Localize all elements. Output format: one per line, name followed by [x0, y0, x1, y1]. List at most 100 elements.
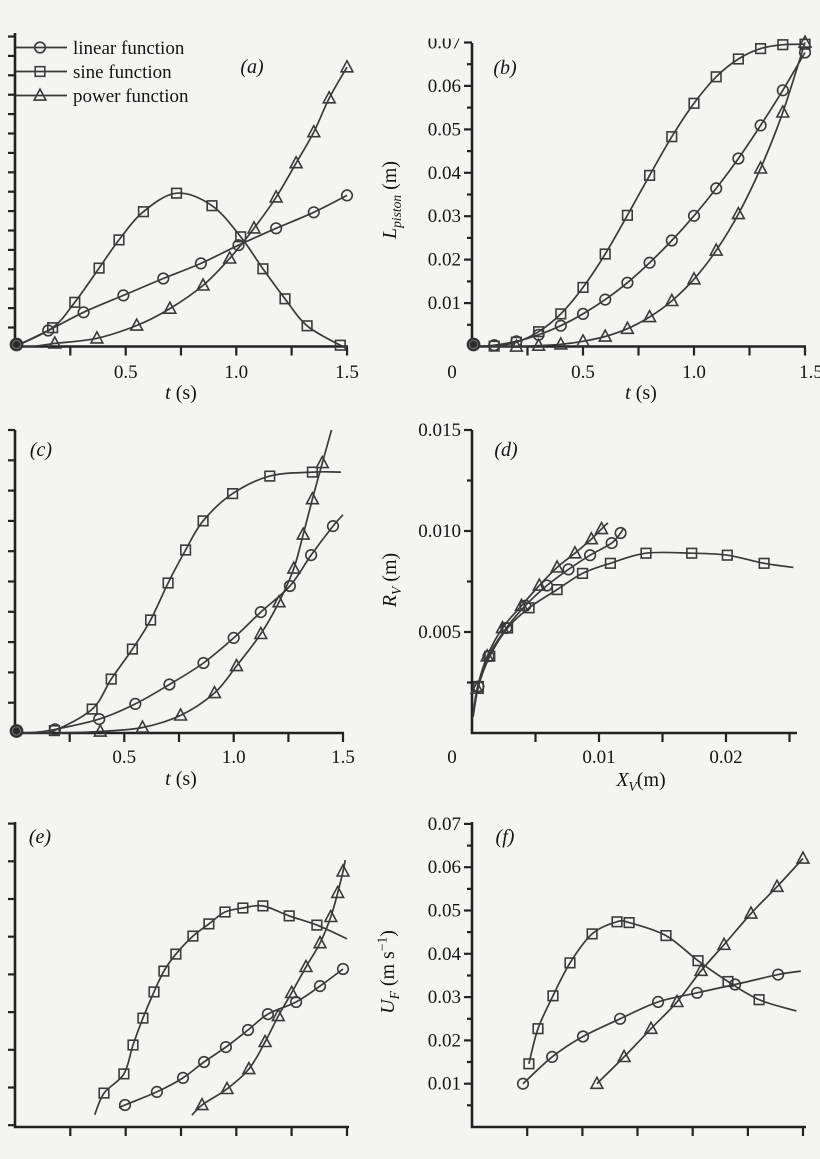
c-xtick-label: 0.5	[112, 747, 136, 768]
square-marker-icon	[306, 466, 319, 478]
triangle-marker-icon	[597, 328, 613, 342]
circle-marker-icon	[307, 206, 320, 219]
square-marker-icon	[640, 547, 652, 559]
circle-marker-icon	[117, 289, 130, 302]
square-marker-icon	[158, 965, 170, 977]
d-ytick-label: 0.010	[418, 521, 461, 542]
triangle-marker-icon	[495, 619, 510, 634]
c-power-markers	[93, 454, 330, 737]
panel-c: 0.5 1.0 1.5 (c)	[8, 428, 355, 768]
a-linear-curve	[14, 194, 348, 348]
square-marker-icon	[523, 1058, 535, 1070]
d-power-markers	[469, 520, 609, 694]
square-marker-icon	[643, 169, 656, 182]
triangle-marker-icon	[567, 545, 583, 559]
a-x-label: t (s)	[165, 382, 197, 404]
e-sine-curve	[93, 904, 348, 1116]
square-marker-icon	[145, 614, 157, 626]
triangle-marker-icon	[219, 1080, 235, 1095]
c-x-label: t (s)	[165, 768, 197, 790]
circle-marker-icon	[219, 1040, 232, 1054]
triangle-marker-icon	[797, 34, 813, 48]
triangle-marker-icon	[620, 320, 635, 335]
triangle-marker-icon	[531, 337, 546, 351]
b-ytick-label: 0.02	[428, 250, 461, 271]
c-power-curve	[58, 429, 333, 734]
b-xtick-label: 1.5	[799, 362, 820, 383]
triangle-marker-icon	[616, 1048, 632, 1063]
b-power-curve	[471, 42, 806, 348]
square-marker-icon	[113, 234, 125, 246]
triangle-marker-icon	[594, 520, 609, 535]
b-ytick-label: 0.06	[428, 76, 461, 97]
e-sine-markers	[98, 900, 323, 1099]
triangle-marker-icon	[479, 648, 495, 662]
circle-marker-icon	[562, 563, 575, 576]
square-marker-icon	[604, 557, 616, 569]
square-marker-icon	[98, 1087, 110, 1099]
square-marker-icon	[137, 206, 150, 218]
b-y-label: Lpiston (m)	[379, 161, 404, 240]
triangle-marker-icon	[708, 242, 724, 256]
circle-marker-icon	[599, 293, 612, 306]
circle-marker-icon	[163, 678, 176, 691]
square-marker-icon	[722, 975, 734, 988]
triangle-marker-icon	[271, 594, 287, 608]
legend-label: linear function	[73, 38, 185, 59]
b-sine-markers	[488, 38, 811, 352]
square-marker-icon	[206, 200, 218, 212]
triangle-marker-icon	[509, 338, 524, 352]
square-marker-icon	[257, 900, 269, 912]
circle-marker-icon	[336, 962, 350, 976]
b-xtick-label: 1.0	[682, 362, 706, 383]
d-xtick-label: 0.02	[709, 747, 742, 768]
circle-marker-icon	[545, 1050, 559, 1063]
circle-marker-icon	[340, 189, 354, 202]
circle-marker-icon	[710, 182, 723, 195]
b-sine-curve	[471, 43, 806, 348]
square-marker-icon	[126, 643, 138, 655]
square-marker-icon	[551, 583, 563, 596]
f-power-markers	[589, 850, 811, 1090]
square-marker-icon	[532, 1023, 544, 1035]
a-origin-cluster-ring	[11, 339, 22, 350]
square-marker-icon	[197, 515, 209, 527]
triangle-marker-icon	[173, 707, 188, 721]
triangle-marker-icon	[686, 271, 702, 285]
f-ytick-label: 0.02	[428, 1030, 461, 1051]
square-marker-icon	[532, 326, 545, 338]
b-panel-letter: (b)	[493, 57, 517, 79]
c-linear-curve	[14, 514, 344, 734]
legend-label: sine function	[73, 62, 172, 83]
c-linear-markers	[48, 519, 340, 736]
c-sine-markers	[48, 466, 319, 737]
circle-marker-icon	[232, 239, 245, 252]
square-marker-icon	[301, 320, 313, 332]
f-linear-curve	[522, 970, 801, 1085]
triangle-marker-icon	[305, 491, 320, 505]
square-marker-icon	[46, 322, 59, 334]
c-origin-cluster-ring	[11, 726, 22, 736]
square-marker-icon	[311, 919, 323, 931]
square-marker-icon	[257, 263, 269, 275]
triangle-marker-icon	[129, 317, 144, 331]
square-marker-icon	[721, 549, 733, 561]
f-ytick-label: 0.01	[428, 1074, 461, 1095]
circle-marker-icon	[313, 979, 327, 993]
circle-marker-icon	[771, 968, 785, 981]
square-marker-icon	[754, 42, 767, 55]
b-origin-cluster-ring	[468, 339, 479, 350]
b-x-label: t (s)	[625, 382, 657, 404]
square-marker-icon	[105, 673, 117, 685]
triangle-marker-icon	[549, 559, 565, 573]
square-marker-icon	[69, 296, 81, 308]
triangle-marker-icon	[207, 684, 222, 699]
triangle-marker-icon	[584, 531, 599, 545]
circle-marker-icon	[754, 119, 767, 132]
square-marker-icon	[237, 902, 249, 914]
square-marker-icon	[564, 957, 576, 969]
square-marker-icon	[93, 262, 105, 274]
f-ytick-label: 0.07	[428, 814, 461, 835]
square-marker-icon	[283, 910, 295, 922]
circle-marker-icon	[305, 548, 318, 562]
